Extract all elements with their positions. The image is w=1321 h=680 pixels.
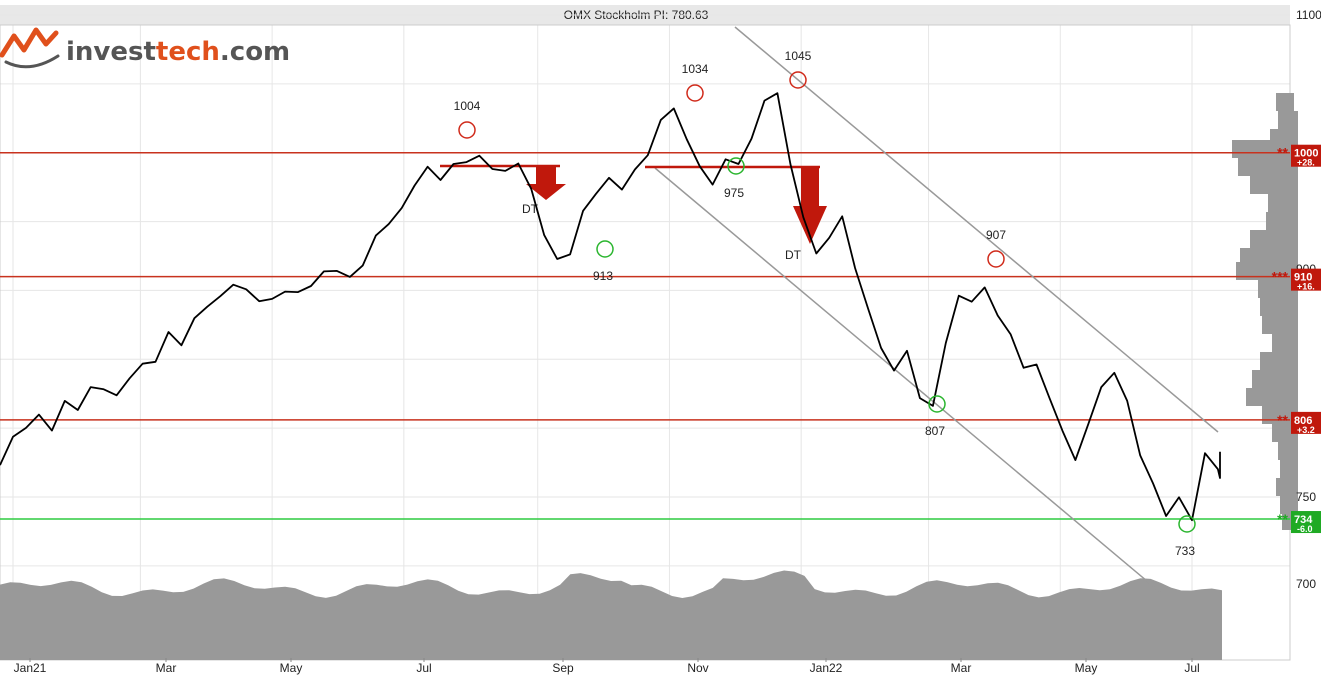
level-tag-bg [1291, 268, 1321, 291]
logo-icon [0, 27, 59, 58]
x-tick-label: Jul [416, 661, 431, 675]
x-tick-label: Jan22 [810, 661, 843, 675]
support-resistance-lines [0, 151, 1290, 520]
profile-bar [1268, 194, 1298, 212]
profile-bar [1260, 298, 1298, 316]
profile-bar [1246, 388, 1298, 406]
level-tag-bg [1291, 411, 1321, 434]
x-tick-label: May [1075, 661, 1098, 675]
level-tag-value: 806 [1294, 415, 1312, 427]
peak-marker [458, 121, 476, 139]
profile-bar [1252, 370, 1298, 388]
profile-bar [1272, 334, 1298, 352]
profile-bar [1250, 230, 1298, 248]
profile-bar [1232, 140, 1298, 158]
grid [0, 14, 1291, 661]
trend-upper [734, 26, 1219, 433]
y-tick-label: 1100 [1296, 8, 1321, 22]
signal-arrow-2 [793, 167, 827, 244]
logo-wordmark: investtech.com [66, 37, 290, 67]
trough-marker [928, 395, 946, 413]
trough-marker [727, 157, 745, 175]
x-tick-label: Sep [552, 661, 574, 675]
peak-marker [789, 71, 807, 89]
profile-bar [1262, 316, 1298, 334]
x-tick-label: Jan21 [14, 661, 47, 675]
peak-label: 1004 [454, 99, 481, 113]
level-tag-bg [1291, 144, 1321, 167]
level-tag-bg [1291, 511, 1321, 534]
signal-label: DT [785, 248, 802, 262]
level-stars: ** [1277, 412, 1288, 428]
trough-marker [1178, 515, 1196, 533]
profile-bar [1276, 93, 1294, 111]
signals: DT DT [440, 164, 827, 262]
x-tick-label: Jul [1184, 661, 1199, 675]
peak-label: 1034 [682, 62, 709, 76]
level-tag-value: 910 [1294, 272, 1312, 284]
peak-label: 1045 [785, 49, 812, 63]
logo-part-2: tech [156, 37, 220, 67]
plot-border [0, 24, 1291, 661]
logo-swoosh [4, 54, 60, 69]
extrema-markers: 1004 1034 1045 907 913 975 807 733 [454, 49, 1196, 558]
profile-bar [1280, 460, 1298, 478]
y-tick-label: 750 [1296, 490, 1316, 504]
level-tag-change: +3.2 [1297, 425, 1315, 435]
volume-fill [0, 570, 1222, 660]
level-stars: *** [1272, 269, 1289, 285]
trough-label: 913 [593, 269, 613, 283]
level-stars: ** [1277, 511, 1288, 527]
trough-label: 807 [925, 424, 945, 438]
profile-bar [1260, 352, 1298, 370]
trend-channel [654, 26, 1219, 593]
level-tag-value: 1000 [1294, 148, 1318, 160]
price-series [0, 92, 1221, 522]
trend-lower [654, 167, 1161, 593]
x-tick-label: Mar [156, 661, 177, 675]
logo-part-1: invest [66, 37, 156, 67]
level-stars: ** [1277, 145, 1288, 161]
profile-bar [1250, 176, 1298, 194]
x-axis: Jan21 Mar May Jul Sep Nov Jan22 Mar May Jul [14, 658, 1200, 675]
profile-bar [1266, 212, 1298, 230]
level-tags: ** 1000+28. *** 910+16. ** 806+3.2 ** 734-6.0 [1272, 144, 1321, 534]
price-line [0, 92, 1221, 522]
y-axis: 1100900750700 [1296, 8, 1321, 591]
peak-label: 907 [986, 228, 1006, 242]
trough-label: 975 [724, 186, 744, 200]
level-tag-change: -6.0 [1297, 524, 1313, 534]
level-tag-value: 734 [1294, 514, 1313, 526]
x-tick-label: May [280, 661, 303, 675]
x-tick-label: Nov [687, 661, 708, 675]
signal-label: DT [522, 202, 539, 216]
level-tag-change: +28. [1297, 158, 1315, 168]
signal-arrow-1 [526, 166, 566, 200]
investtech-logo: investtech.com [0, 27, 290, 69]
profile-bar [1278, 442, 1298, 460]
profile-bar [1240, 248, 1298, 266]
volume-area [0, 570, 1222, 660]
volume-profile [1232, 93, 1298, 530]
peak-marker [987, 250, 1005, 268]
profile-bar [1276, 478, 1298, 496]
trough-label: 733 [1175, 544, 1195, 558]
profile-bar [1238, 158, 1298, 176]
level-tag-change: +16. [1297, 282, 1315, 292]
profile-bar [1258, 280, 1298, 298]
peak-marker [686, 84, 704, 102]
profile-bar [1236, 262, 1298, 280]
profile-bar [1280, 496, 1298, 514]
logo-part-3: .com [220, 37, 290, 67]
x-tick-label: Mar [951, 661, 972, 675]
trough-marker [596, 240, 614, 258]
y-tick-label: 700 [1296, 577, 1316, 591]
profile-bar [1278, 111, 1298, 129]
